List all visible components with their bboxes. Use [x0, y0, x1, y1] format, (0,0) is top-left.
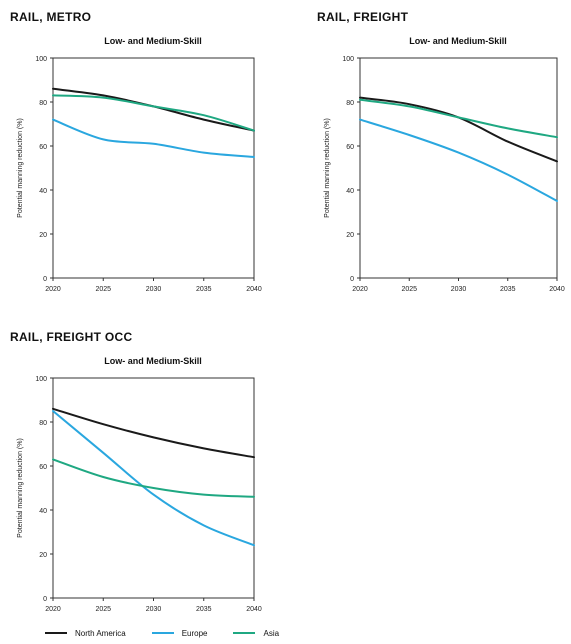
y-axis-label: Potential manning reduction (%) — [17, 118, 24, 218]
chart-panel-rail-metro: RAIL, METRO Low- and Medium-Skill 0 20 40 6… — [8, 6, 268, 306]
legend-item-north-america: North America — [45, 629, 126, 638]
x-tick-label: 2035 — [196, 286, 212, 293]
y-tick-label: 100 — [35, 56, 47, 63]
series-line-europe — [52, 118, 255, 158]
x-tick-label: 2040 — [246, 606, 262, 613]
chart-panel-rail-freight: RAIL, FREIGHT Low- and Medium-Skill 0 20 4… — [315, 6, 571, 306]
x-tick-label: 2030 — [451, 286, 467, 293]
panel-title: RAIL, FREIGHT — [317, 10, 409, 24]
y-tick-label: 0 — [43, 276, 47, 283]
y-tick-label: 0 — [350, 276, 354, 283]
series-line-europe — [359, 118, 558, 202]
y-tick-label: 20 — [346, 232, 354, 239]
x-tick-label: 2025 — [95, 286, 111, 293]
y-tick-label: 80 — [39, 100, 47, 107]
y-axis-label: Potential manning reduction (%) — [324, 118, 331, 218]
plot-frame — [359, 57, 558, 279]
y-tick-label: 100 — [342, 56, 354, 63]
x-tick-label: 2035 — [196, 606, 212, 613]
series-line-north-america — [52, 407, 255, 459]
legend-item-asia: Asia — [233, 629, 279, 638]
series-line-asia — [52, 94, 255, 132]
x-tick-label: 2035 — [500, 286, 516, 293]
y-tick-label: 60 — [346, 144, 354, 151]
y-tick-label: 100 — [35, 376, 47, 383]
x-tick-label: 2030 — [146, 286, 162, 293]
panel-subtitle: Low- and Medium-Skill — [104, 356, 202, 366]
x-tick-label: 2030 — [146, 606, 162, 613]
series-line-europe — [52, 410, 255, 547]
series-line-north-america — [52, 87, 255, 132]
x-tick-label: 2020 — [45, 286, 61, 293]
chart-panel-rail-freight-occ: RAIL, FREIGHT OCC Low- and Medium-Skill … — [8, 326, 268, 626]
series-line-asia — [359, 98, 558, 139]
y-tick-label: 60 — [39, 464, 47, 471]
y-tick-label: 20 — [39, 232, 47, 239]
y-tick-label: 80 — [39, 420, 47, 427]
x-tick-label: 2025 — [95, 606, 111, 613]
x-tick-label: 2020 — [45, 606, 61, 613]
y-tick-label: 20 — [39, 552, 47, 559]
legend-swatch — [151, 631, 174, 635]
chart-legend: North America Europe Asia — [45, 626, 279, 640]
panel-title: RAIL, FREIGHT OCC — [10, 330, 133, 344]
panel-title: RAIL, METRO — [10, 10, 92, 24]
y-tick-label: 40 — [39, 188, 47, 195]
panel-subtitle: Low- and Medium-Skill — [104, 36, 202, 46]
y-tick-label: 40 — [39, 508, 47, 515]
panel-subtitle: Low- and Medium-Skill — [409, 36, 507, 46]
legend-label: Europe — [181, 628, 208, 638]
legend-swatch — [45, 631, 67, 635]
legend-label: North America — [75, 628, 126, 638]
y-tick-label: 40 — [346, 188, 354, 195]
y-axis-label: Potential manning reduction (%) — [17, 438, 24, 538]
series-line-asia — [52, 458, 255, 498]
x-tick-label: 2040 — [246, 286, 262, 293]
legend-item-europe: Europe — [151, 628, 208, 638]
x-tick-label: 2020 — [352, 286, 368, 293]
legend-swatch — [233, 631, 256, 635]
y-tick-label: 60 — [39, 144, 47, 151]
y-tick-label: 0 — [43, 596, 47, 603]
y-tick-label: 80 — [346, 100, 354, 107]
x-tick-label: 2025 — [401, 286, 417, 293]
plot-frame — [52, 57, 255, 279]
legend-label: Asia — [263, 628, 280, 638]
x-tick-label: 2040 — [549, 286, 565, 293]
